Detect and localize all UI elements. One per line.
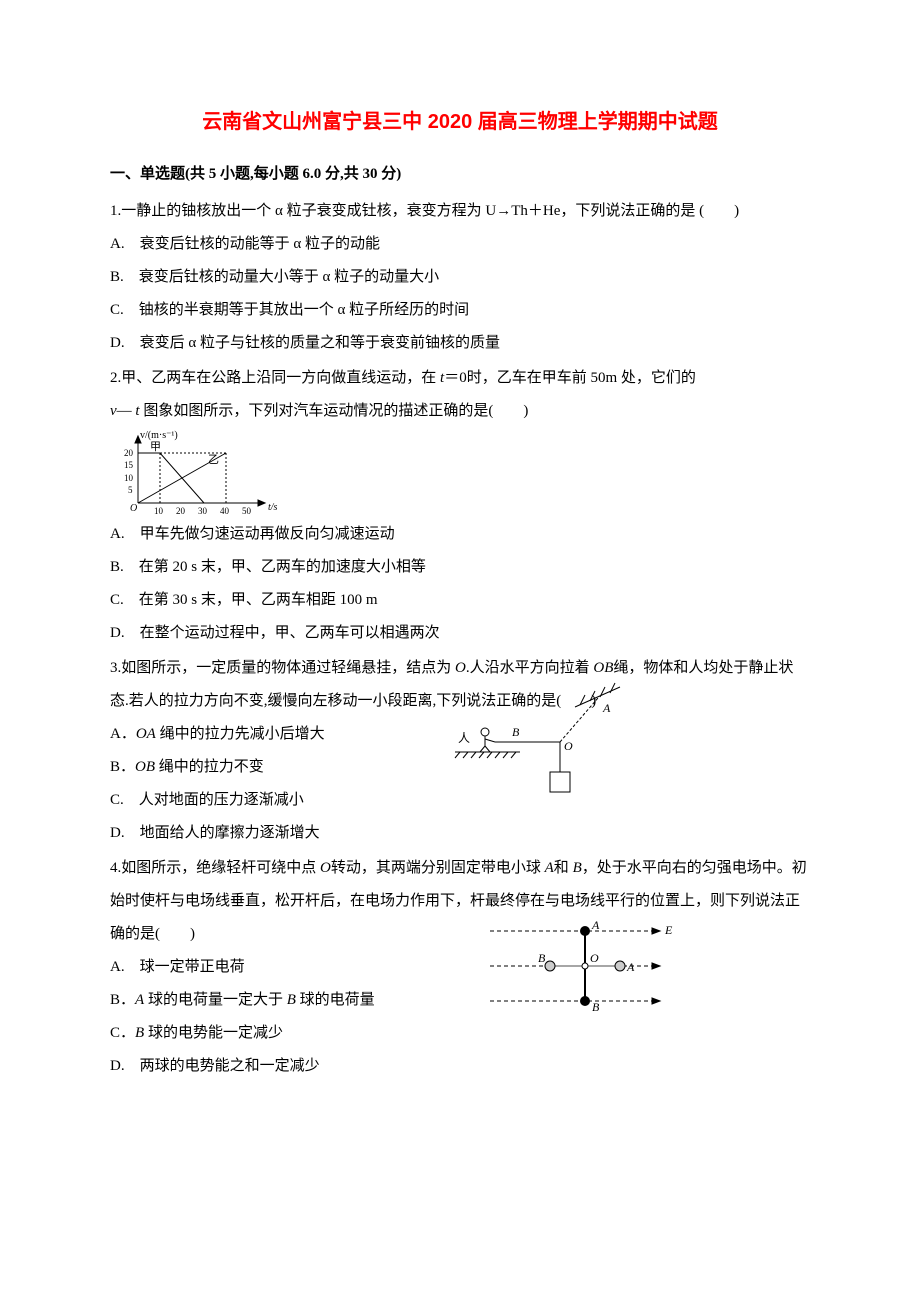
q2-stem-line1: 2.甲、乙两车在公路上沿同一方向做直线运动，在 t＝0时，乙车在甲车前 50m …	[110, 362, 810, 395]
q4-c-pre: C．	[110, 1025, 135, 1041]
q3-figure: A B O 人	[440, 682, 630, 802]
q4-B: B	[573, 860, 582, 876]
q3-fig-ren: 人	[458, 731, 470, 745]
q4-fig-B-bottom: B	[592, 1000, 600, 1014]
page-content: 云南省文山州富宁县三中 2020 届高三物理上学期期中试题 一、单选题(共 5 …	[0, 0, 920, 1145]
q2-origin: O	[130, 503, 137, 514]
question-4: 4.如图所示，绝缘轻杆可绕中点 O转动，其两端分别固定带电小球 A和 B，处于水…	[110, 852, 810, 1083]
q4-b-a: A	[135, 992, 144, 1008]
q3-b-ob: OB	[135, 759, 155, 775]
q4-figure: A B O B A E	[480, 916, 680, 1016]
q2-stem-c: 图象如图所示，下列对汽车运动情况的描述正确的是( )	[143, 403, 528, 419]
q2-stem-b: ＝0时，乙车在甲车前 50m 处，它们的	[444, 370, 696, 386]
q4-stem-c: 和	[554, 860, 573, 876]
q3-option-d: D. 地面给人的摩擦力逐渐增大	[110, 817, 810, 850]
q3-fig-A: A	[602, 701, 611, 715]
q4-b-mid: 球的电荷量一定大于	[144, 992, 287, 1008]
q3-b-pre: B．	[110, 759, 135, 775]
q4-c-b: B	[135, 1025, 144, 1041]
q2-option-c: C. 在第 30 s 末，甲、乙两车相距 100 m	[110, 584, 810, 617]
q4-option-a: A. 球一定带正电荷	[110, 951, 810, 984]
q1-option-d: D. 衰变后 α 粒子与钍核的质量之和等于衰变前铀核的质量	[110, 327, 810, 360]
q4-fig-E: E	[664, 923, 673, 937]
q3-O: O	[455, 660, 466, 676]
q2-option-d: D. 在整个运动过程中，甲、乙两车可以相遇两次	[110, 617, 810, 650]
q4-fig-O: O	[590, 951, 599, 965]
q2-stem-line2: v— t 图象如图所示，下列对汽车运动情况的描述正确的是( )	[110, 395, 810, 428]
q1-option-a: A. 衰变后钍核的动能等于 α 粒子的动能	[110, 228, 810, 261]
q4-stem: 4.如图所示，绝缘轻杆可绕中点 O转动，其两端分别固定带电小球 A和 B，处于水…	[110, 852, 810, 951]
q2-vt-chart: 20 15 10 5 10 20 30 40 50 v/(m·s⁻¹) t/s …	[110, 428, 280, 518]
q1-option-b: B. 衰变后钍核的动量大小等于 α 粒子的动量大小	[110, 261, 810, 294]
q3-fig-O: O	[564, 739, 573, 753]
q2-label-jia: 甲	[150, 441, 161, 453]
q4-option-c: C．B 球的电势能一定减少	[110, 1017, 810, 1050]
q4-b-pre: B．	[110, 992, 135, 1008]
q3-stem-a: 3.如图所示，一定质量的物体通过轻绳悬挂，结点为	[110, 660, 455, 676]
question-2: 2.甲、乙两车在公路上沿同一方向做直线运动，在 t ＝0时，乙车在甲车前 50m …	[110, 362, 810, 650]
q2-xtick-40: 40	[220, 506, 230, 516]
q2-xtick-30: 30	[198, 506, 208, 516]
q2-ytick-20: 20	[124, 448, 134, 458]
q3-fig-B: B	[512, 725, 520, 739]
section-1-heading: 一、单选题(共 5 小题,每小题 6.0 分,共 30 分)	[110, 158, 810, 191]
q2-label-yi: 乙	[208, 453, 219, 466]
q3-stem-b: .人沿水平方向拉着	[466, 660, 594, 676]
q1-stem: 1.一静止的铀核放出一个 α 粒子衰变成钍核，衰变方程为 U→Th＋He，下列说…	[110, 195, 810, 228]
q4-option-d: D. 两球的电势能之和一定减少	[110, 1050, 810, 1083]
q3-a-pre: A．	[110, 726, 136, 742]
q3-b-post: 绳中的拉力不变	[155, 759, 264, 775]
q4-stem-a: 4.如图所示，绝缘轻杆可绕中点	[110, 860, 320, 876]
q2-var-t2: t	[135, 403, 139, 419]
q2-xtick-10: 10	[154, 506, 164, 516]
q2-ytick-15: 15	[124, 460, 134, 470]
question-1: 1.一静止的铀核放出一个 α 粒子衰变成钍核，衰变方程为 U→Th＋He，下列说…	[110, 195, 810, 360]
q4-fig-B-left: B	[538, 951, 546, 965]
q4-stem-b: 转动，其两端分别固定带电小球	[331, 860, 545, 876]
q4-c-post: 球的电势能一定减少	[144, 1025, 283, 1041]
q4-b-post: 球的电荷量	[296, 992, 375, 1008]
q2-var-v: v	[110, 403, 117, 419]
q3-OB: OB	[593, 660, 613, 676]
q2-option-a: A. 甲车先做匀速运动再做反向匀减速运动	[110, 518, 810, 551]
q2-ytick-5: 5	[128, 485, 133, 495]
exam-title: 云南省文山州富宁县三中 2020 届高三物理上学期期中试题	[110, 100, 810, 144]
q2-xtick-50: 50	[242, 506, 252, 516]
q3-a-oa: OA	[136, 726, 156, 742]
q4-O: O	[320, 860, 331, 876]
q4-b-b: B	[287, 992, 296, 1008]
q4-fig-A-top: A	[591, 918, 600, 932]
q4-fig-A-right: A	[626, 960, 635, 974]
q2-stem-a: 2.甲、乙两车在公路上沿同一方向做直线运动，在	[110, 370, 440, 386]
q4-option-b: B．A 球的电荷量一定大于 B 球的电荷量	[110, 984, 810, 1017]
q2-xlabel: t/s	[268, 502, 278, 513]
q2-xtick-20: 20	[176, 506, 186, 516]
q2-option-b: B. 在第 20 s 末，甲、乙两车的加速度大小相等	[110, 551, 810, 584]
q4-A: A	[545, 860, 554, 876]
q3-a-post: 绳中的拉力先减小后增大	[156, 726, 325, 742]
q2-ylabel: v/(m·s⁻¹)	[140, 430, 178, 441]
q1-option-c: C. 铀核的半衰期等于其放出一个 α 粒子所经历的时间	[110, 294, 810, 327]
question-3: 3.如图所示，一定质量的物体通过轻绳悬挂，结点为 O.人沿水平方向拉着 OB绳，…	[110, 652, 810, 850]
q2-ytick-10: 10	[124, 473, 134, 483]
